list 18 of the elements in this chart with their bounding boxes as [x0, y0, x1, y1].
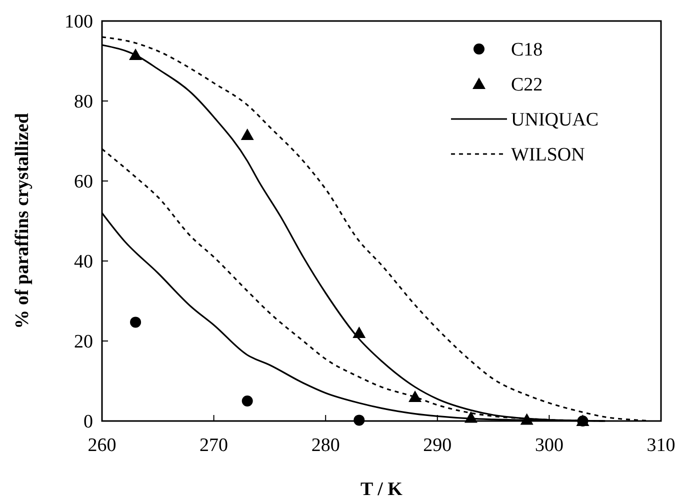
- y-tick-label: 60: [74, 172, 93, 193]
- x-tick-label: 280: [311, 435, 340, 456]
- x-tick-label: 310: [646, 435, 676, 456]
- legend-label: UNIQUAC: [511, 110, 599, 131]
- y-tick-label: 100: [64, 12, 93, 33]
- y-axis-title: % of paraffins crystallized: [12, 112, 33, 329]
- x-tick-label: 270: [200, 435, 228, 456]
- legend-label: C22: [511, 74, 543, 96]
- legend-label: C18: [511, 40, 543, 61]
- legend-label: WILSON: [511, 144, 586, 166]
- x-tick-label: 260: [88, 435, 116, 456]
- y-tick-label: 80: [74, 92, 93, 113]
- y-tick-label: 20: [74, 332, 93, 353]
- y-tick-label: 40: [74, 252, 93, 273]
- x-tick-label: 300: [534, 435, 564, 456]
- x-axis-title: T / K: [360, 479, 403, 500]
- x-tick-label: 290: [423, 435, 452, 456]
- y-tick-label: 0: [84, 412, 93, 433]
